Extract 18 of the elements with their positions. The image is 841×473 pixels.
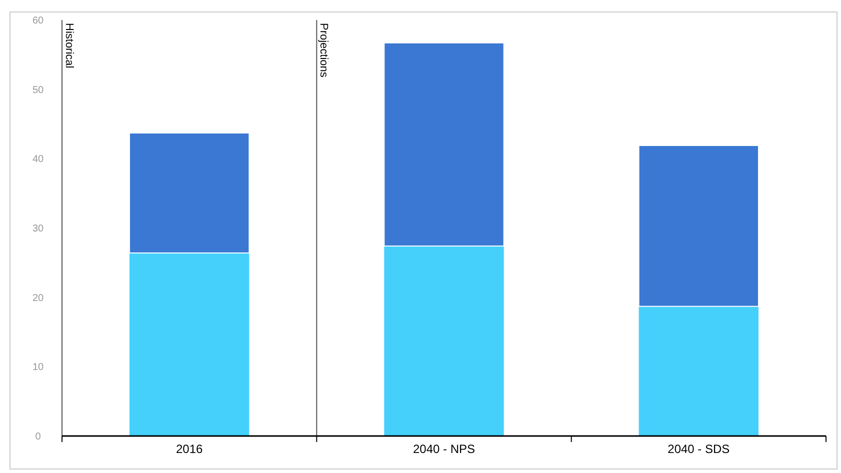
annotation: Projections <box>318 23 330 78</box>
annotation: Historical <box>63 23 75 68</box>
y-tick-label: 20 <box>32 292 44 304</box>
y-tick-label: 10 <box>32 362 44 374</box>
x-tick-label: 2040 - NPS <box>412 442 476 456</box>
bar <box>128 132 250 254</box>
y-tick-label: 60 <box>32 16 44 26</box>
bar <box>638 306 759 436</box>
y-tick-label: 30 <box>32 224 44 234</box>
x-tick-label: 2040 - SDS <box>668 442 730 456</box>
x-tick-label: 2016 <box>176 442 204 456</box>
y-tick-label: 40 <box>32 154 44 166</box>
y-tick-label: 0 <box>35 432 42 442</box>
bar <box>129 252 250 436</box>
y-tick-label: 50 <box>32 84 44 96</box>
bar <box>638 144 760 307</box>
bar <box>384 246 504 436</box>
bar <box>384 42 504 247</box>
